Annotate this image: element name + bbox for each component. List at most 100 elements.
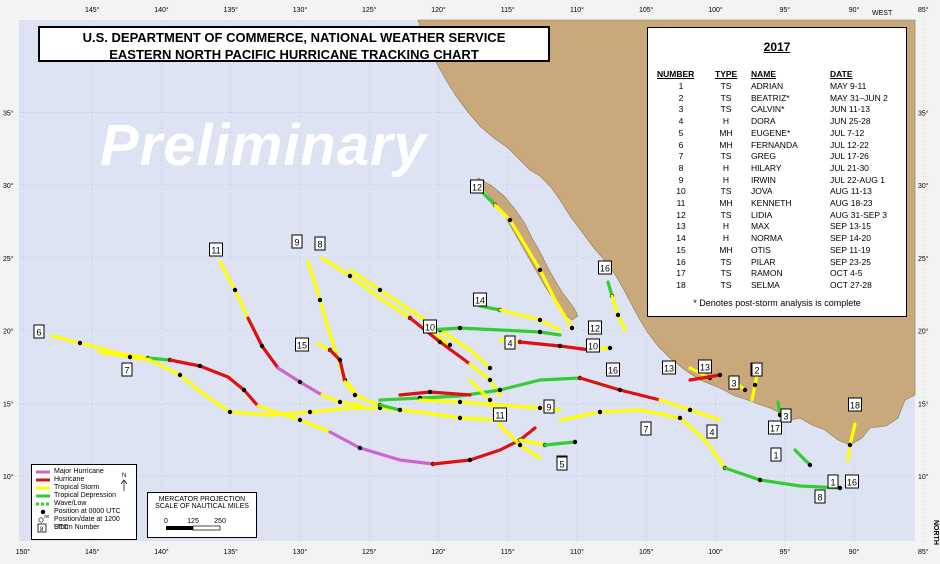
- longitude-label: 115°: [501, 548, 515, 556]
- storm-name: GREG: [751, 151, 777, 162]
- track-position-dot: [607, 345, 613, 351]
- longitude-label: 105°: [639, 548, 654, 556]
- track-position-dot: [227, 409, 233, 415]
- track-position-dot: [537, 317, 543, 323]
- storm-number-box: [586, 338, 600, 353]
- scale-bar-white: [192, 525, 221, 531]
- longitude-label: 140°: [154, 6, 169, 14]
- key-wave-low: Wave/Low: [54, 500, 87, 507]
- longitude-label: 110°: [570, 548, 584, 556]
- track-position-dot: [337, 399, 343, 405]
- storm-track-segment: [558, 408, 727, 470]
- storm-name: OTIS: [751, 244, 771, 255]
- longitude-label: 90°: [849, 6, 860, 14]
- col-header-type: TYPE: [715, 69, 738, 79]
- longitude-labels: 150°145°145°140°140°135°135°130°130°125°…: [16, 6, 929, 556]
- storm-track-segment: [328, 430, 435, 466]
- storm-name: ADRIAN: [751, 81, 784, 91]
- latitude-label: 35°: [3, 109, 14, 117]
- track-position-dot: [597, 409, 603, 415]
- storm-number-box: [473, 292, 487, 307]
- storm-type: TS: [720, 268, 732, 279]
- col-header-date: DATE: [830, 69, 853, 79]
- storm-name: BEATRIZ*: [751, 92, 790, 103]
- storm-number-label: 10: [425, 323, 435, 333]
- latitude-labels: 35° 35° 30° 30° 25° 25° 20° 20° 15° 15° 10° 10°: [3, 109, 929, 481]
- storm-name: FERNANDA: [751, 139, 798, 150]
- storm-number-box: [423, 319, 437, 334]
- storm-number: 4: [678, 116, 684, 127]
- longitude-label: 125°: [362, 548, 377, 556]
- longitude-label: 130°: [293, 548, 308, 556]
- storm-track-segment: [146, 356, 172, 362]
- scale-tick-250: 250: [214, 518, 226, 525]
- track-position-dot: [467, 457, 473, 463]
- storm-number-label: 16: [608, 366, 618, 376]
- storm-number-label: 11: [211, 246, 220, 256]
- track-position-dot: [517, 442, 523, 448]
- number-sample: 8: [40, 527, 44, 533]
- track-position-dot: [569, 325, 575, 331]
- key-position-0000: Position at 0000 UTC: [54, 508, 121, 515]
- storm-number-label: 1: [773, 451, 778, 461]
- north-arrow-label: N: [122, 473, 126, 479]
- track-position-dot: [487, 397, 493, 403]
- storm-date: SEP 13-15: [830, 221, 871, 232]
- storm-number-label: 16: [600, 264, 610, 274]
- track-position-dot: [757, 477, 763, 483]
- longitude-label: 135°: [224, 6, 239, 14]
- longitude-label: 145°: [85, 6, 100, 14]
- storm-number-label: 13: [664, 364, 674, 374]
- longitude-label: 85°: [918, 6, 929, 14]
- track-key: 08 8 N Major Hurricane Hurricane Tropica…: [31, 464, 137, 540]
- track-position-dot: [687, 407, 693, 413]
- storm-date: MAY 31–JUN 2: [830, 92, 888, 103]
- scale-box: MERCATOR PROJECTION SCALE OF NAUTICAL MI…: [147, 492, 257, 538]
- latitude-label: 20°: [3, 328, 14, 336]
- storm-type: TS: [720, 186, 732, 197]
- longitude-label: 90°: [849, 548, 860, 556]
- longitude-label: 145°: [85, 548, 100, 556]
- storm-number-box: [751, 362, 763, 377]
- track-position-dot: [241, 387, 247, 393]
- scale-bar: 0 125 250: [164, 518, 226, 531]
- storm-number-label: 7: [124, 366, 129, 376]
- track-position-dot: [317, 297, 323, 303]
- key-position-1200: Position/date at 1200 UTC: [54, 516, 120, 531]
- season-year: 2017: [763, 40, 791, 54]
- storm-date: JUL 21-30: [830, 162, 869, 173]
- storm-track-segment: [468, 378, 542, 460]
- storm-number-label: 8: [317, 240, 322, 250]
- latitude-label: 30°: [918, 182, 929, 190]
- longitude-label: 100°: [708, 548, 723, 556]
- storm-date: SEP 23-25: [830, 256, 871, 267]
- scale-bar-black: [166, 526, 193, 530]
- storm-track-segment: [320, 256, 412, 320]
- longitude-label: 100°: [708, 6, 723, 14]
- storm-type: MH: [719, 244, 733, 255]
- header-line-1: U.S. DEPARTMENT OF COMMERCE, NATIONAL WE…: [82, 30, 506, 45]
- storm-number-box: [504, 335, 516, 350]
- longitude-label: 105°: [639, 6, 654, 14]
- storm-date: AUG 18-23: [830, 198, 873, 209]
- latitude-label: 15°: [918, 400, 929, 408]
- storm-number-label: 15: [297, 341, 307, 351]
- longitude-label: 95°: [779, 6, 790, 14]
- storm-number-label: 7: [643, 425, 648, 435]
- longitude-label: 125°: [362, 6, 377, 14]
- track-position-dot: [615, 312, 621, 318]
- track-position-dot: [357, 445, 363, 451]
- storm-date-column: MAY 9-11 MAY 31–JUN 2 JUN 11-13 JUN 25-28 JU…: [830, 81, 888, 292]
- storm-number-label: 4: [709, 428, 714, 438]
- longitude-label: 85°: [918, 548, 929, 556]
- storm-number-box: [295, 337, 309, 352]
- latitude-label: 35°: [918, 109, 929, 117]
- latitude-label: 30°: [3, 182, 14, 190]
- storm-name: RAMON: [751, 268, 783, 279]
- storm-type: MH: [719, 127, 733, 138]
- storm-number: 13: [676, 221, 686, 232]
- storm-number-box: [314, 236, 326, 251]
- storm-track-segment: [428, 326, 562, 337]
- storm-number-box: [845, 474, 859, 489]
- storm-date: JUN 11-13: [830, 104, 870, 115]
